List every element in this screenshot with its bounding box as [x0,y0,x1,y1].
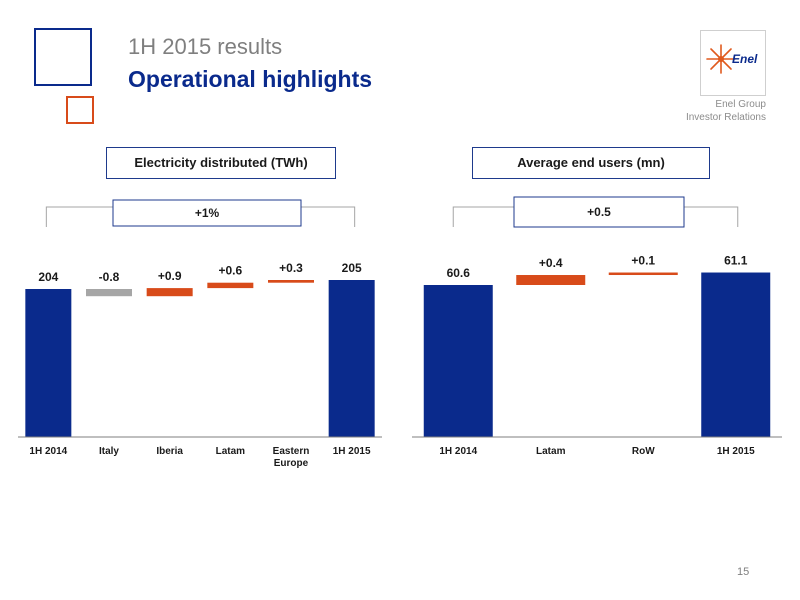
change-label: +0.5 [587,205,611,219]
chart-average-end-users: 60.6 1H 2014 +0.4 Latam +0.1 RoW 61.1 1H 2015 +0… [412,196,782,457]
corporate-line-1: Enel Group [715,99,766,110]
page-title: Operational highlights [128,66,373,92]
value-label: 204 [38,270,58,284]
category-label: Iberia [156,446,183,457]
value-label: -0.8 [99,270,120,284]
bar-1h-2014 [25,289,72,437]
category-label: Eastern [273,446,310,457]
page-number: 15 [737,566,750,578]
enel-logo: Enel [700,30,766,96]
category-label: Latam [536,446,566,457]
category-label: Europe [274,458,309,469]
page-subtitle: 1H 2015 results [128,34,283,59]
value-label: 60.6 [447,266,471,280]
enel-logo-icon [706,44,736,74]
category-label: Italy [99,446,119,457]
bar-1h-2014 [423,285,493,437]
change-label: +1% [195,206,220,220]
chart-electricity-distributed: 204 1H 2014 -0.8 Italy +0.9 Iberia +0.6 Latam +0… [18,199,382,469]
bar-iberia [146,288,193,297]
category-label: 1H 2015 [333,446,371,457]
corporate-line-2: Investor Relations [685,112,766,123]
bar-latam [516,275,586,285]
category-label: RoW [632,446,655,457]
bar-1h-2015 [701,272,771,437]
bar-1h-2015 [328,280,375,437]
category-label: 1H 2015 [717,446,755,457]
decorative-square-orange [66,96,94,124]
decorative-square-blue [34,28,92,86]
bar-latam [207,282,254,289]
category-label: 1H 2014 [439,446,477,457]
chart-title-end-users: Average end users (mn) [472,147,710,179]
value-label: +0.4 [539,256,563,270]
category-label: Latam [216,446,246,457]
value-label: 61.1 [724,254,748,268]
value-label: +0.1 [631,254,655,268]
category-label: 1H 2014 [29,446,67,457]
logo-wordmark: Enel [732,52,758,66]
chart-title-electricity: Electricity distributed (TWh) [106,147,336,179]
value-label: +0.9 [158,269,182,283]
corporate-label: Enel Group Investor Relations [686,98,766,124]
bar-row [608,272,678,276]
change-box [112,199,302,227]
value-label: +0.3 [279,261,303,275]
value-label: +0.6 [218,264,242,278]
bar-italy [86,289,132,297]
bar-eastern-europe [268,280,314,283]
change-box [513,196,685,228]
value-label: 205 [342,261,362,275]
